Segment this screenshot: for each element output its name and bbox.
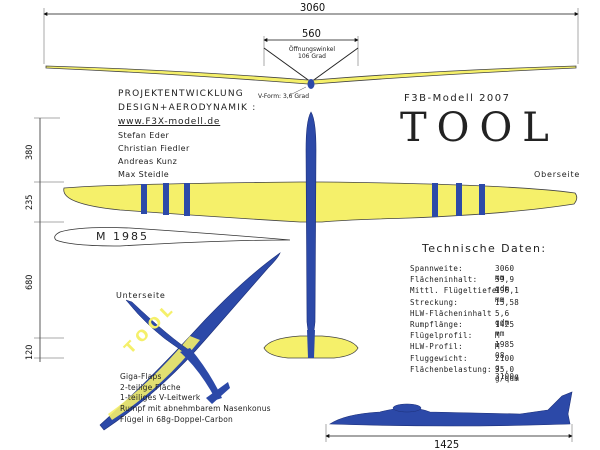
spec-value: 3060 mm xyxy=(495,264,515,282)
length-label: 1425 xyxy=(434,438,460,450)
spec-value: 1425 mm xyxy=(495,320,515,338)
spec-row: HLW-Flächeninhalt 5,6 qdm xyxy=(410,308,509,327)
spec-value: M 1985 xyxy=(495,331,515,350)
credits-name: Max Steidle xyxy=(118,170,170,179)
spec-label: HLW-Flächeninhalt xyxy=(410,308,492,318)
wing-top-view xyxy=(63,181,578,223)
credits-website-link[interactable]: www.F3X-modell.de xyxy=(118,117,221,127)
specs-title: Technische Daten: xyxy=(422,242,547,255)
credits-block: PROJEKTENTWICKLUNG DESIGN+AERODYNAMIK : … xyxy=(118,90,256,184)
spec-row: Rumpflänge: 1425 mm xyxy=(410,320,514,338)
spec-value: 5,6 qdm xyxy=(495,308,510,327)
spec-row: HLW-Profil: M 08 xyxy=(410,342,504,360)
spec-label: Flügelprofil: xyxy=(410,331,473,341)
fuselage-top-view xyxy=(305,111,317,343)
spec-row: Spannweite: 3060 mm xyxy=(410,264,514,282)
spec-value: 15,58 xyxy=(495,297,520,307)
features-list: Giga-Flaps 2-teilige Fläche 1-teiliges V… xyxy=(120,373,271,426)
spec-row: Flächeninhalt: 59,9 qdm xyxy=(410,275,514,293)
spec-label: Fluggewicht: xyxy=(410,353,468,363)
side-view xyxy=(325,391,573,442)
airfoil-profile xyxy=(54,227,291,247)
wing-stripes xyxy=(141,183,485,217)
spec-value: 59,9 qdm xyxy=(495,275,515,294)
spec-row: Fluggewicht: 2100 g- 3100g xyxy=(410,353,519,381)
credits-name: Andreas Kunz xyxy=(118,157,178,166)
spec-value: 35,0 g/qdm xyxy=(495,364,520,383)
spec-value: 196,1 mm xyxy=(495,286,520,305)
spec-value: 2100 g- 3100g xyxy=(495,353,520,381)
feature-item: 1-teiliges V-Leitwerk xyxy=(120,393,201,403)
spec-label: Streckung: xyxy=(410,297,459,307)
fuselage-front-view xyxy=(307,79,315,89)
center-width-label: 560 xyxy=(302,27,321,40)
credits-heading-1: PROJEKTENTWICKLUNG xyxy=(118,89,244,99)
bottom-side-label: Unterseite xyxy=(116,291,166,300)
fuselage-side-view xyxy=(329,391,573,427)
dim-680: 680 xyxy=(25,274,35,290)
model-subtitle: F3B-Modell 2007 xyxy=(404,93,511,104)
bottom-view xyxy=(99,252,281,431)
front-view xyxy=(43,8,579,96)
spec-label: Flächenbelastung: xyxy=(410,364,492,374)
top-side-label: Oberseite xyxy=(534,170,581,179)
dim-380: 380 xyxy=(25,144,35,160)
feature-item: Flügel in 68g-Doppel-Carbon xyxy=(120,414,233,424)
top-view xyxy=(63,111,578,359)
vertical-dimensions xyxy=(34,117,64,362)
span-label: 3060 xyxy=(300,1,326,14)
spec-row: Flächenbelastung: 35,0 g/qdm xyxy=(410,364,519,383)
dim-235: 235 xyxy=(25,194,35,210)
spec-row: Mittl. Flügeltiefe 196,1 mm xyxy=(410,286,519,304)
spec-label: HLW-Profil: xyxy=(410,342,463,352)
feature-item: Giga-Flaps xyxy=(120,372,162,381)
credits-heading-2: DESIGN+AERODYNAMIK : xyxy=(118,103,257,113)
dim-120: 120 xyxy=(25,344,35,360)
credits-name: Stefan Eder xyxy=(118,131,170,140)
spec-label: Spannweite: xyxy=(410,264,463,273)
spec-row: Flügelprofil: M 1985 xyxy=(410,331,514,349)
airfoil-label: M 1985 xyxy=(96,230,149,243)
credits-name: Christian Fiedler xyxy=(118,144,190,153)
spec-label: Rumpflänge: xyxy=(410,320,463,329)
spec-label: Flächeninhalt: xyxy=(410,275,478,285)
angle-label: Öffnungswinkel 106 Grad xyxy=(288,46,336,61)
specs-table: Spannweite: 3060 mm Flächeninhalt: 59,9 qd… xyxy=(410,264,580,383)
spec-value: M 08 xyxy=(495,342,505,361)
vform-label: V-Form: 3,6 Grad xyxy=(258,93,310,100)
feature-item: Rumpf mit abnehmbarem Nasenkonus xyxy=(120,404,271,414)
spec-label: Mittl. Flügeltiefe xyxy=(410,286,497,296)
spec-row: Streckung: 15,58 xyxy=(410,297,519,307)
model-title: TOOL xyxy=(400,105,559,151)
feature-item: 2-teilige Fläche xyxy=(120,382,181,392)
